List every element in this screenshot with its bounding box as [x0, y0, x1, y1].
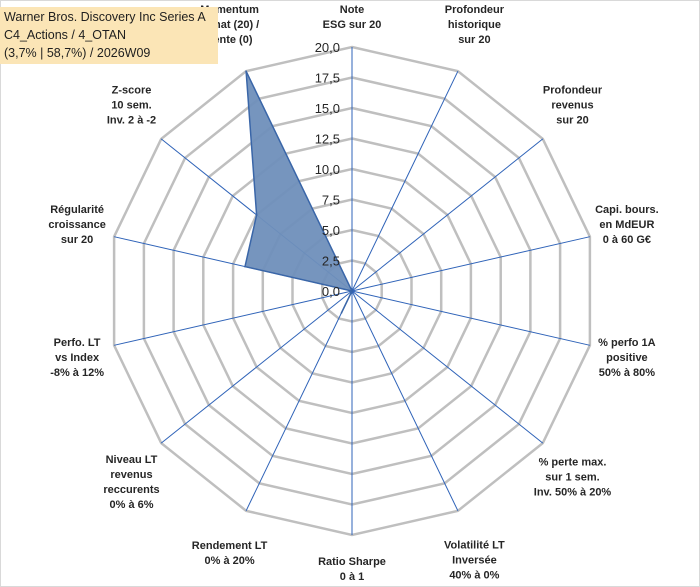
axis-label-11-line-0: Régularité — [50, 204, 104, 216]
axis-label-2-line-2: sur 20 — [556, 114, 588, 126]
spoke-8 — [245, 290, 353, 512]
axis-label-11: Régularité croissance sur 20 — [48, 204, 105, 246]
tick-label-4: 10,0 — [315, 162, 340, 177]
axis-label-3-line-1: en MdEUR — [599, 219, 654, 231]
axis-label-5-line-1: sur 1 sem. — [545, 472, 599, 484]
axis-label-11-line-1: croissance — [48, 219, 105, 231]
axis-label-10-line-2: -8% à 12% — [50, 367, 104, 379]
axis-label-4-line-2: 50% à 80% — [599, 367, 655, 379]
axis-label-12-line-1: 10 sem. — [111, 99, 151, 111]
tick-label-6: 15,0 — [315, 101, 340, 116]
spoke-4 — [351, 290, 591, 346]
chart-title-box: Warner Bros. Discovery Inc Series A C4_A… — [0, 7, 218, 64]
chart-title-line-1: Warner Bros. Discovery Inc Series A — [4, 10, 206, 24]
axis-label-11-line-2: sur 20 — [61, 234, 93, 246]
spoke-5 — [351, 290, 544, 444]
axis-label-8-line-0: Rendement LT — [192, 540, 268, 552]
data-point-12 — [255, 214, 258, 216]
axis-label-1: Profondeur historique sur 20 — [445, 4, 505, 46]
axis-label-13-line-2: Vente (0) — [207, 34, 253, 46]
tick-label-8: 20,0 — [315, 40, 340, 55]
axis-label-12: Z-score 10 sem. Inv. 2 à -2 — [107, 84, 156, 126]
spoke-9 — [160, 290, 353, 444]
axis-label-2-line-0: Profondeur — [543, 84, 603, 96]
axis-label-9-line-2: reccurents — [103, 484, 159, 496]
spoke-6 — [351, 290, 459, 512]
axis-label-4-line-1: positive — [606, 352, 648, 364]
axis-label-9-line-3: 0% à 6% — [109, 499, 153, 511]
tick-label-0: 0,0 — [322, 284, 340, 299]
axis-label-5: % perte max. sur 1 sem. Inv. 50% à 20% — [534, 457, 612, 499]
axis-label-1-line-0: Profondeur — [445, 4, 505, 16]
axis-label-6-line-2: 40% à 0% — [449, 569, 499, 581]
axis-label-10-line-0: Perfo. LT — [54, 337, 101, 349]
axis-label-10: Perfo. LT vs Index -8% à 12% — [50, 337, 104, 379]
radar-series — [244, 70, 354, 314]
spoke-2 — [351, 138, 544, 292]
axis-label-9-line-1: revenus — [110, 469, 152, 481]
axis-label-8-line-1: 0% à 20% — [205, 555, 255, 567]
data-point-11 — [244, 265, 246, 268]
data-point-10 — [351, 290, 353, 292]
axis-label-3-line-0: Capi. bours. — [595, 204, 659, 216]
axis-label-6: Volatilité LT Inversée 40% à 0% — [444, 539, 505, 581]
axis-label-12-line-0: Z-score — [112, 84, 152, 96]
axis-label-3-line-2: 0 à 60 G€ — [603, 234, 651, 246]
axis-label-7-line-1: 0 à 1 — [340, 571, 364, 583]
data-point-8 — [340, 312, 343, 314]
chart-title-line-3: (3,7% | 58,7%) / 2026W09 — [4, 46, 151, 60]
axis-label-2-line-1: revenus — [551, 99, 593, 111]
axis-label-5-line-2: Inv. 50% à 20% — [534, 487, 612, 499]
axis-label-6-line-1: Inversée — [452, 554, 497, 566]
axis-label-7-line-0: Ratio Sharpe — [318, 556, 386, 568]
axis-label-0-line-0: Note — [340, 4, 364, 16]
spoke-1 — [351, 70, 459, 292]
axis-label-3: Capi. bours. en MdEUR 0 à 60 G€ — [595, 204, 659, 246]
axis-label-4: % perfo 1A positive 50% à 80% — [598, 337, 656, 379]
spoke-3 — [351, 236, 591, 292]
axis-label-2: Profondeur revenus sur 20 — [543, 84, 603, 126]
axis-label-12-line-2: Inv. 2 à -2 — [107, 114, 156, 126]
axis-label-0: Note ESG sur 20 — [323, 4, 382, 31]
spoke-10 — [113, 290, 353, 346]
axis-label-4-line-0: % perfo 1A — [598, 337, 656, 349]
tick-label-2: 5,0 — [322, 223, 340, 238]
tick-label-5: 12,5 — [315, 132, 340, 147]
axis-label-9-line-0: Niveau LT — [106, 454, 158, 466]
data-point-13 — [245, 70, 247, 72]
axis-label-8: Rendement LT 0% à 20% — [192, 540, 268, 567]
axis-label-0-line-1: ESG sur 20 — [323, 19, 382, 31]
axis-label-7: Ratio Sharpe 0 à 1 — [318, 556, 386, 583]
axis-label-10-line-1: vs Index — [55, 352, 100, 364]
axis-label-9: Niveau LT revenus reccurents 0% à 6% — [103, 454, 159, 511]
axis-label-1-line-2: sur 20 — [458, 34, 490, 46]
chart-title-line-2: C4_Actions / 4_OTAN — [4, 28, 127, 42]
axis-label-6-line-0: Volatilité LT — [444, 539, 505, 551]
radar-ticks: 0,0 2,5 5,0 7,5 10,0 12,5 15,0 17,5 20,0 — [315, 40, 340, 299]
tick-label-1: 2,5 — [322, 254, 340, 269]
tick-label-3: 7,5 — [322, 193, 340, 208]
axis-label-5-line-0: % perte max. — [539, 457, 607, 469]
tick-label-7: 17,5 — [315, 71, 340, 86]
axis-label-1-line-1: historique — [448, 19, 501, 31]
